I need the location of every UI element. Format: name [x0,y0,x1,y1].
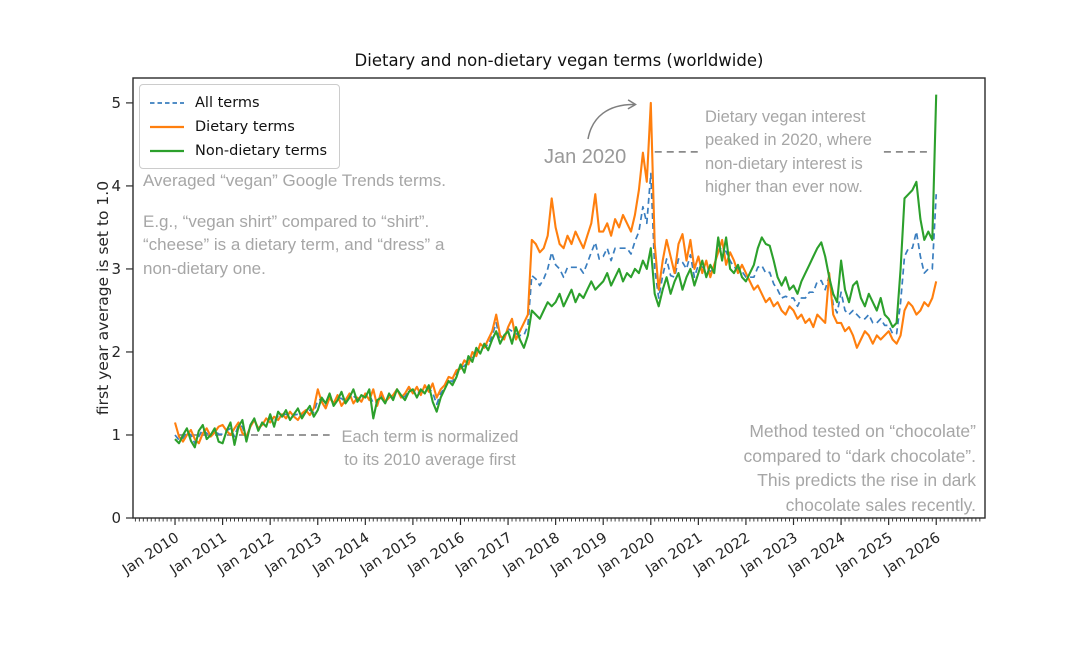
annotation-jan-2020: Jan 2020 [544,146,627,168]
legend-label: All terms [195,94,260,111]
y-tick-label: 4 [111,177,121,195]
y-tick-label: 0 [111,509,121,527]
reference-dashed-lines [178,151,930,436]
annotation-example: E.g., “vegan shirt” compared to “shirt”.… [143,212,445,278]
y-tick-label: 2 [111,343,121,361]
jan-2020-arrow [587,99,637,140]
legend-item-dietary-terms: Dietary terms [150,116,327,137]
legend-item-all-terms: All terms [150,92,327,113]
series-line-dietary-terms [173,101,938,445]
legend-line-sample [150,101,184,104]
plot-frame [132,77,986,519]
y-tick-label: 1 [111,426,121,444]
y-tick-label: 3 [111,260,121,278]
y-tick-label: 5 [111,94,121,112]
data-series-lines [173,94,938,449]
legend-line-sample [150,149,184,152]
chart-title: Dietary and non-dietary vegan terms (wor… [354,51,764,70]
annotation-peak-2020: Dietary vegan interest peaked in 2020, w… [705,108,872,197]
legend-item-non-dietary-terms: Non-dietary terms [150,140,327,161]
legend-label: Non-dietary terms [195,142,328,159]
legend: All terms Dietary terms Non-dietary terms [139,84,341,169]
series-line-non-dietary-terms [174,94,938,449]
legend-line-sample [150,125,184,128]
legend-label: Dietary terms [195,118,295,135]
annotation-averaged: Averaged “vegan” Google Trends terms. [143,171,447,190]
annotation-normalized: Each term is normalized to its 2010 aver… [341,428,519,469]
annotation-chocolate: Method tested on “chocolate” compared to… [743,421,976,515]
